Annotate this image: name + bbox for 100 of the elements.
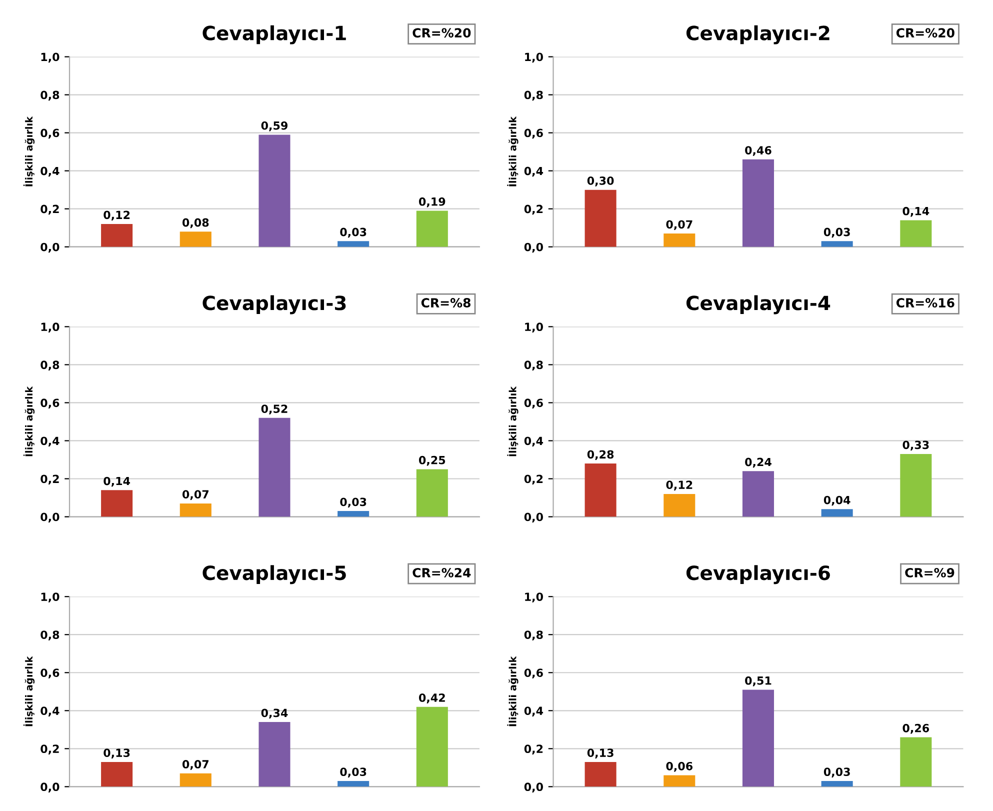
y-tick-label: 1,0 <box>525 322 544 332</box>
y-tick-label: 1,0 <box>41 592 60 602</box>
text: CR=%9 <box>905 568 954 578</box>
chart-title: Cevaplayıcı-2 <box>686 25 830 44</box>
data-label: 0,07 <box>182 760 208 770</box>
y-tick-label: 0,2 <box>40 474 59 485</box>
y-tick-label: 0,0 <box>524 242 544 253</box>
y-tick-label: 0,4 <box>524 166 544 177</box>
y-tick-label: 0,2 <box>524 474 543 485</box>
y-tick-label: 0,2 <box>524 204 543 215</box>
bar <box>664 494 696 517</box>
text: CR=%8 <box>421 298 470 308</box>
bar <box>584 464 616 517</box>
y-tick-label: 0,8 <box>40 630 60 640</box>
y-axis-title: İlişkili ağırlık <box>23 656 35 726</box>
bar <box>584 190 616 247</box>
y-tick-label: 0,4 <box>40 706 60 716</box>
bar <box>180 232 212 247</box>
data-label: 0,12 <box>666 480 692 490</box>
data-label: 0,14 <box>104 476 130 487</box>
chart-title: Cevaplayıcı-1 <box>202 25 346 44</box>
bar <box>416 469 448 517</box>
chart-title: Cevaplayıcı-6 <box>686 565 830 584</box>
y-tick-label: 0,8 <box>524 630 543 640</box>
bar <box>900 737 932 787</box>
bar <box>900 454 932 517</box>
data-label: 0,03 <box>824 768 850 778</box>
data-label: 0,42 <box>418 694 445 704</box>
chart-title: Cevaplayıcı-5 <box>202 565 346 584</box>
data-label: 0,07 <box>666 220 692 230</box>
y-tick-label: 0,6 <box>40 398 60 409</box>
bar <box>258 722 290 787</box>
bar <box>338 241 370 247</box>
y-axis-title: İlişkili ağırlık <box>507 656 518 726</box>
y-tick-label: 0,2 <box>40 204 59 215</box>
y-tick-label: 1,0 <box>41 322 60 332</box>
bar <box>584 762 616 787</box>
y-tick-label: 1,0 <box>525 52 544 63</box>
y-axis-title: İlişkili ağırlık <box>507 116 518 186</box>
bar <box>338 511 370 517</box>
data-label: 0,26 <box>902 724 930 734</box>
y-tick-label: 0,4 <box>40 166 60 177</box>
y-tick-label: 0,4 <box>40 436 60 447</box>
y-tick-label: 0,0 <box>40 242 60 253</box>
text: CR=%20 <box>896 28 954 38</box>
bar <box>742 471 774 517</box>
data-label: 0,06 <box>666 762 693 772</box>
data-label: 0,28 <box>587 450 614 460</box>
bar <box>101 224 133 247</box>
bar <box>180 773 212 787</box>
y-tick-label: 0,0 <box>40 512 60 523</box>
data-label: 0,33 <box>902 440 929 451</box>
y-tick-label: 0,4 <box>524 706 544 716</box>
text: CR=%24 <box>412 568 471 578</box>
bar <box>180 503 212 517</box>
bar <box>821 509 853 517</box>
y-tick-label: 0,6 <box>40 668 60 678</box>
y-tick-label: 0,6 <box>40 128 60 139</box>
y-tick-label: 0,6 <box>524 398 543 409</box>
bar <box>338 780 370 787</box>
data-label: 0,59 <box>261 121 288 132</box>
y-tick-label: 0,8 <box>40 360 60 370</box>
bar <box>664 234 696 247</box>
bar <box>258 134 290 247</box>
data-label: 0,25 <box>418 456 446 466</box>
y-tick-label: 0,2 <box>40 744 59 754</box>
text: CR=%16 <box>896 298 954 308</box>
bar <box>742 690 774 787</box>
bar <box>821 780 853 787</box>
data-label: 0,52 <box>261 404 288 414</box>
data-label: 0,13 <box>104 748 130 758</box>
data-label: 0,34 <box>261 708 288 719</box>
y-tick-label: 0,0 <box>40 782 60 792</box>
data-label: 0,07 <box>182 490 208 500</box>
bar <box>900 220 932 247</box>
bar <box>416 706 448 787</box>
bar <box>664 775 696 787</box>
y-tick-label: 1,0 <box>525 592 544 602</box>
data-label: 0,46 <box>745 146 772 156</box>
data-label: 0,08 <box>182 218 209 228</box>
y-tick-label: 0,8 <box>524 90 543 101</box>
data-label: 0,03 <box>340 498 366 508</box>
text: CR=%20 <box>412 28 471 38</box>
y-axis-title: İlişkili ağırlık <box>23 386 35 456</box>
y-tick-label: 0,6 <box>524 668 543 678</box>
data-label: 0,13 <box>587 748 614 758</box>
data-label: 0,19 <box>418 197 446 208</box>
data-label: 0,03 <box>340 768 366 778</box>
y-tick-label: 0,6 <box>524 128 543 139</box>
data-label: 0,03 <box>340 228 366 238</box>
data-label: 0,30 <box>587 176 614 186</box>
y-tick-label: 1,0 <box>41 52 60 63</box>
data-label: 0,51 <box>745 676 772 686</box>
chart-title: Cevaplayıcı-3 <box>202 295 346 314</box>
y-axis-title: İlişkili ağırlık <box>507 386 518 456</box>
y-tick-label: 0,8 <box>524 360 543 370</box>
bar <box>742 159 774 247</box>
data-label: 0,12 <box>104 210 130 221</box>
bar <box>258 418 290 517</box>
data-label: 0,14 <box>902 206 930 217</box>
